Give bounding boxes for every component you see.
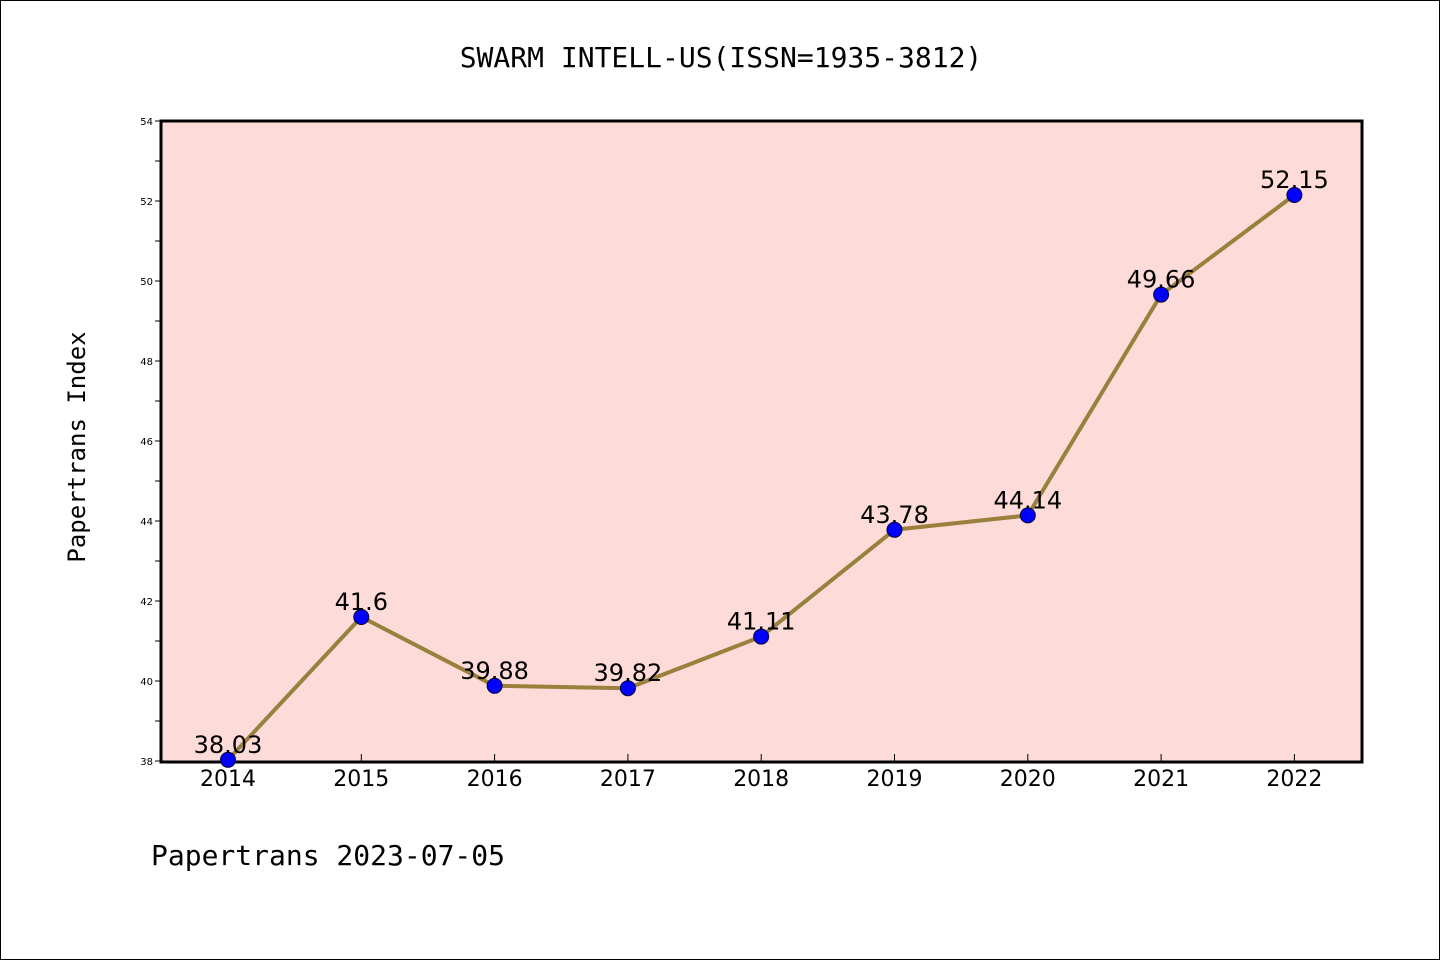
x-tick-label: 2020 (1000, 767, 1056, 792)
x-axis-ticks: 2014 2015 2016 2017 2018 2019 2020 2021 2022 (200, 754, 1322, 792)
x-tick-label: 2019 (867, 767, 923, 792)
y-axis-label: Papertrans Index (63, 331, 91, 562)
y-tick-label: 40 (140, 677, 153, 688)
x-tick-label: 2016 (467, 767, 523, 792)
y-tick-label: 46 (140, 437, 153, 448)
data-point-marker (619, 680, 636, 697)
data-value-label: 52.15 (1260, 166, 1329, 194)
footer-date: Papertrans 2023-07-05 (151, 839, 505, 872)
data-labels: 38.03 41.6 39.88 39.82 41.11 43.78 44.14 49.66 5… (194, 166, 1329, 759)
plot-area (159, 119, 1364, 764)
data-value-label: 39.88 (460, 657, 529, 685)
y-tick-label: 44 (140, 517, 153, 528)
x-tick-label: 2018 (733, 767, 789, 792)
data-point-marker (1019, 507, 1036, 524)
y-axis-ticks: 38 40 42 44 46 48 50 52 54 (140, 117, 161, 768)
data-point-marker (220, 751, 236, 768)
data-point-marker (486, 677, 503, 694)
data-value-label: 39.82 (594, 659, 663, 687)
x-tick-label: 2015 (333, 767, 389, 792)
data-markers (220, 187, 1303, 768)
x-tick-label: 2017 (600, 767, 656, 792)
data-value-label: 43.78 (860, 501, 929, 529)
data-value-label: 44.14 (993, 486, 1062, 514)
data-point-marker (1153, 286, 1170, 303)
x-tick-label: 2021 (1133, 767, 1189, 792)
data-point-marker (753, 628, 770, 645)
chart-title: SWARM INTELL-US(ISSN=1935-3812) (460, 41, 983, 74)
data-value-label: 41.6 (335, 588, 388, 616)
data-point-marker (353, 609, 370, 625)
x-tick-label: 2022 (1266, 767, 1322, 792)
y-tick-label: 50 (140, 277, 153, 288)
data-value-label: 49.66 (1127, 266, 1196, 294)
y-tick-label: 52 (140, 197, 153, 208)
data-value-label: 38.03 (194, 731, 263, 759)
y-tick-label: 38 (140, 757, 153, 768)
y-tick-label: 54 (140, 117, 153, 128)
data-value-label: 41.11 (727, 608, 796, 636)
y-tick-label: 42 (140, 597, 153, 608)
data-point-marker (886, 521, 903, 538)
x-tick-label: 2014 (200, 767, 256, 792)
y-tick-label: 48 (140, 357, 153, 368)
data-point-marker (1286, 187, 1303, 203)
